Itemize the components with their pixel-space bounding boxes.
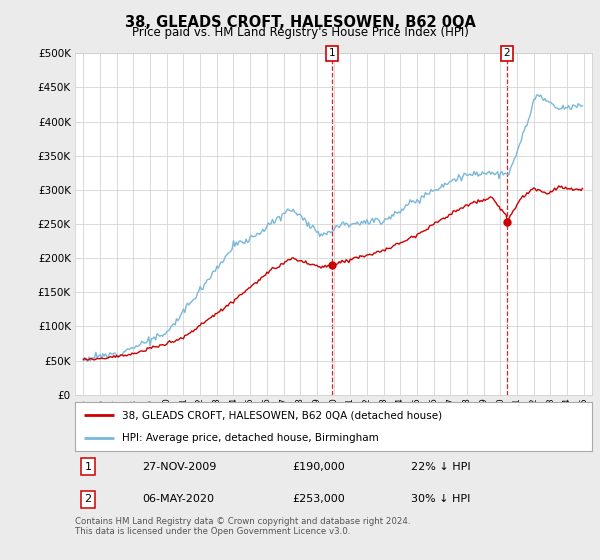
Text: 22% ↓ HPI: 22% ↓ HPI: [411, 461, 471, 472]
Text: 1: 1: [85, 461, 91, 472]
Text: £190,000: £190,000: [292, 461, 345, 472]
Text: £253,000: £253,000: [292, 494, 345, 505]
Text: 38, GLEADS CROFT, HALESOWEN, B62 0QA: 38, GLEADS CROFT, HALESOWEN, B62 0QA: [125, 15, 475, 30]
Text: 30% ↓ HPI: 30% ↓ HPI: [411, 494, 470, 505]
Text: 1: 1: [329, 48, 335, 58]
Text: Contains HM Land Registry data © Crown copyright and database right 2024.
This d: Contains HM Land Registry data © Crown c…: [75, 517, 410, 536]
Text: HPI: Average price, detached house, Birmingham: HPI: Average price, detached house, Birm…: [122, 433, 378, 444]
Text: Price paid vs. HM Land Registry's House Price Index (HPI): Price paid vs. HM Land Registry's House …: [131, 26, 469, 39]
Text: 2: 2: [85, 494, 91, 505]
Text: 2: 2: [503, 48, 510, 58]
Text: 38, GLEADS CROFT, HALESOWEN, B62 0QA (detached house): 38, GLEADS CROFT, HALESOWEN, B62 0QA (de…: [122, 410, 442, 421]
Text: 27-NOV-2009: 27-NOV-2009: [142, 461, 217, 472]
Text: 06-MAY-2020: 06-MAY-2020: [142, 494, 214, 505]
